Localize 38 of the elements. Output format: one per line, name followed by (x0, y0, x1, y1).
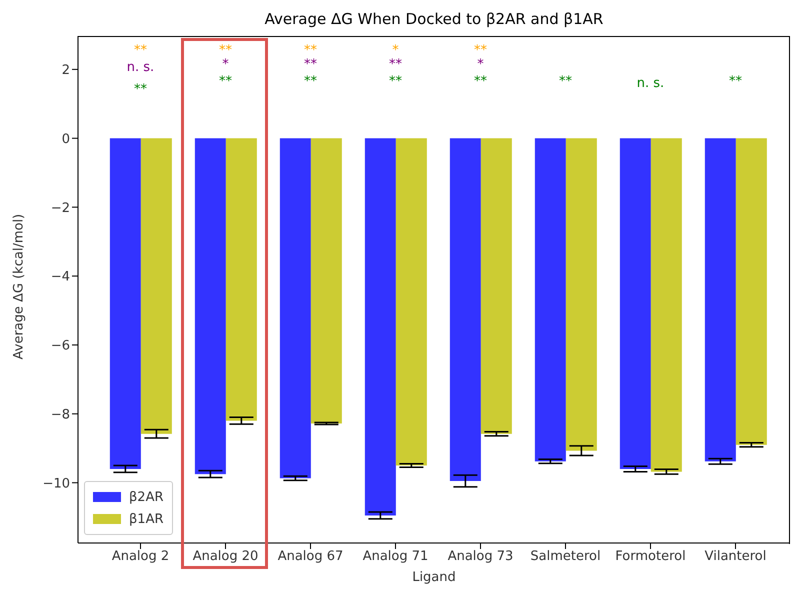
annotation: ** (388, 74, 403, 89)
annotation: ** (303, 74, 318, 89)
x-tick-label: Analog 20 (192, 549, 258, 564)
annotation: ** (388, 57, 403, 72)
x-tick-label: Analog 2 (112, 549, 170, 564)
annotation: * (476, 57, 485, 72)
x-tick-label: Analog 67 (278, 549, 344, 564)
x-axis-title: Ligand (412, 570, 456, 585)
annotation: ** (473, 74, 488, 89)
y-tick-label: −10 (42, 476, 70, 492)
y-tick-label: −4 (50, 270, 70, 285)
annotation: ** (303, 43, 318, 58)
annotation: ** (218, 74, 233, 89)
annotation: * (391, 43, 400, 58)
annotation: ** (728, 74, 743, 89)
x-tick-label: Formoterol (615, 549, 686, 564)
y-tick-label: 0 (62, 132, 70, 147)
legend-label: β1AR (129, 512, 164, 526)
y-axis-title: Average ΔG (kcal/mol) (12, 214, 27, 360)
y-tick-label: 2 (62, 63, 70, 78)
x-tick-label: Vilanterol (704, 549, 766, 564)
annotation: ** (558, 74, 573, 89)
x-tick-label: Salmeterol (530, 549, 601, 564)
annotation: ** (303, 57, 318, 72)
chart-title: Average ΔG When Docked to β2AR and β1AR (264, 10, 604, 28)
y-tick-label: −2 (50, 200, 70, 216)
annotation: ** (133, 43, 148, 58)
annotation: * (221, 57, 230, 72)
annotation: n. s. (126, 60, 156, 75)
annotation: n. s. (636, 76, 666, 91)
x-tick-label: Analog 71 (362, 549, 428, 564)
annotation: ** (133, 82, 148, 97)
legend-label: β2AR (129, 490, 164, 504)
x-tick-label: Analog 73 (448, 549, 514, 564)
y-tick-label: −8 (50, 407, 70, 422)
annotation: ** (473, 43, 488, 58)
annotation: ** (218, 43, 233, 58)
y-tick-label: −6 (50, 338, 70, 354)
